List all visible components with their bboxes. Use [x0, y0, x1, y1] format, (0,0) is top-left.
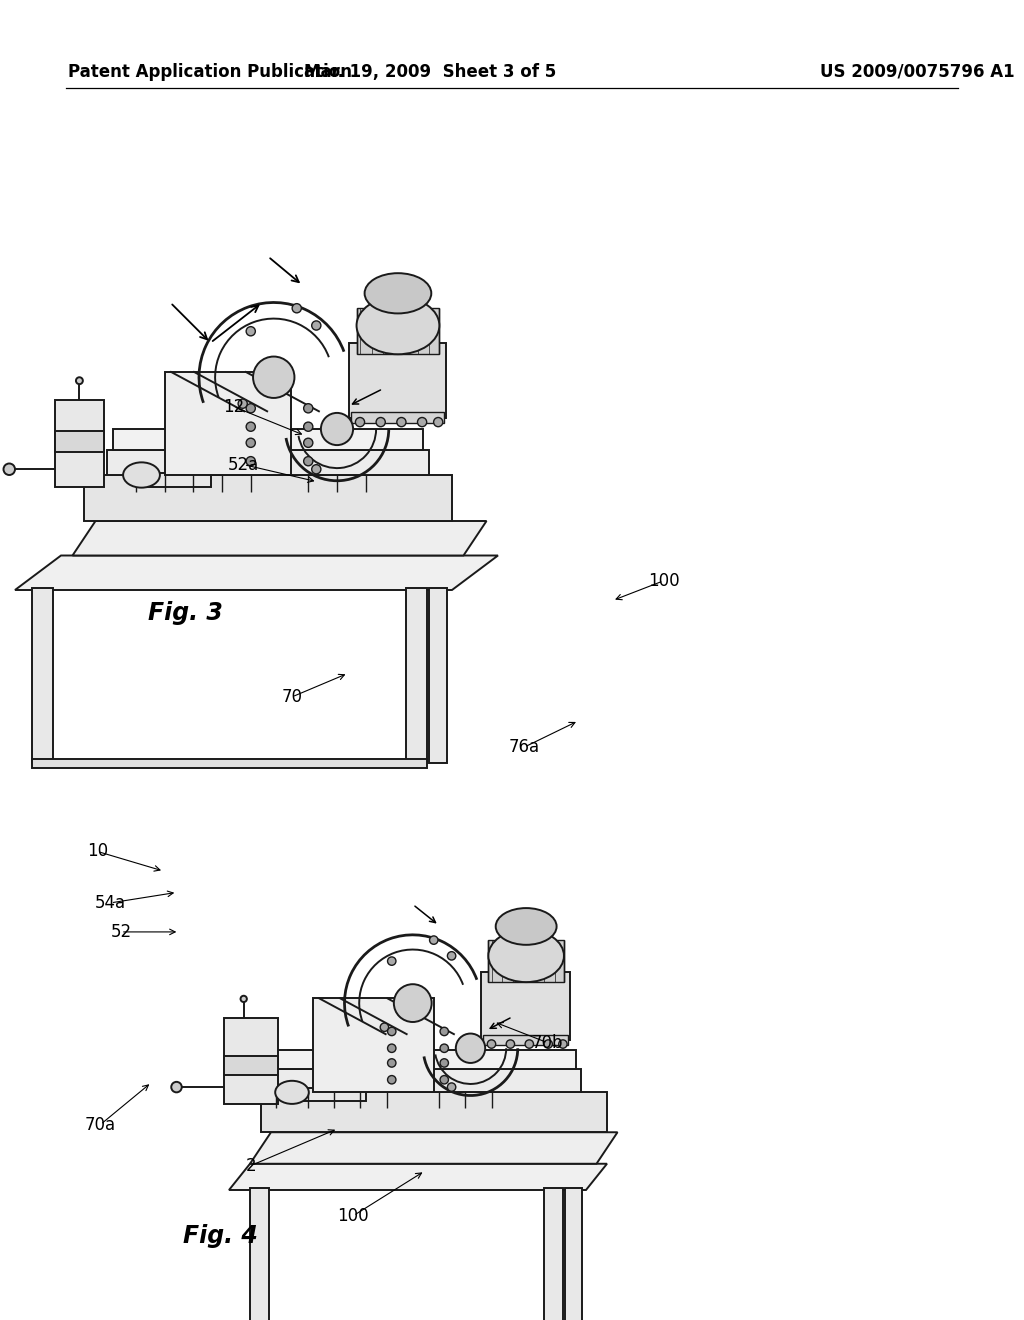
Bar	[84, 475, 452, 521]
Circle shape	[506, 1040, 515, 1048]
Bar	[429, 587, 447, 763]
Text: Mar. 19, 2009  Sheet 3 of 5: Mar. 19, 2009 Sheet 3 of 5	[304, 63, 556, 81]
Text: 100: 100	[338, 1206, 369, 1225]
Polygon shape	[229, 1164, 607, 1191]
Circle shape	[387, 1044, 396, 1052]
Ellipse shape	[488, 929, 564, 982]
Circle shape	[311, 465, 321, 474]
Circle shape	[387, 957, 396, 965]
Circle shape	[440, 1059, 449, 1067]
Circle shape	[440, 1027, 449, 1036]
Circle shape	[456, 1034, 485, 1063]
Bar	[224, 1056, 279, 1074]
Circle shape	[246, 404, 255, 413]
Polygon shape	[250, 1133, 617, 1164]
Bar	[250, 1188, 269, 1320]
Text: 12: 12	[223, 397, 244, 416]
Text: Fig. 3: Fig. 3	[148, 601, 223, 624]
Text: 54a: 54a	[95, 894, 126, 912]
Circle shape	[246, 326, 255, 335]
Circle shape	[304, 422, 313, 432]
Bar	[260, 1093, 607, 1133]
Circle shape	[559, 1040, 567, 1048]
Circle shape	[396, 417, 406, 426]
Bar	[224, 1018, 279, 1104]
Bar	[481, 972, 570, 1040]
Circle shape	[246, 422, 255, 432]
Bar	[565, 1188, 582, 1320]
Bar	[32, 759, 427, 768]
Polygon shape	[73, 521, 486, 556]
Circle shape	[447, 952, 456, 960]
Circle shape	[433, 417, 442, 426]
Circle shape	[387, 1027, 396, 1036]
Circle shape	[253, 356, 295, 397]
Ellipse shape	[275, 1081, 309, 1104]
Circle shape	[246, 457, 255, 466]
Bar	[32, 587, 53, 763]
Bar	[55, 400, 103, 487]
Circle shape	[447, 1082, 456, 1092]
Circle shape	[246, 438, 255, 447]
Bar	[292, 1088, 366, 1101]
Circle shape	[429, 936, 438, 944]
Circle shape	[387, 1059, 396, 1067]
Text: 70b: 70b	[532, 1034, 563, 1052]
Ellipse shape	[76, 378, 83, 384]
Ellipse shape	[241, 995, 247, 1002]
Bar	[271, 1051, 575, 1069]
Circle shape	[292, 304, 301, 313]
Bar	[141, 473, 211, 487]
Text: 10: 10	[87, 842, 108, 861]
Circle shape	[376, 417, 385, 426]
Circle shape	[304, 457, 313, 466]
Text: 100: 100	[648, 572, 679, 590]
Text: 76a: 76a	[509, 738, 540, 756]
Ellipse shape	[3, 463, 15, 475]
Circle shape	[355, 417, 365, 426]
Text: 52a: 52a	[228, 455, 259, 474]
Circle shape	[387, 1076, 396, 1084]
Polygon shape	[15, 556, 498, 590]
Bar	[266, 1069, 581, 1093]
Bar	[313, 998, 434, 1093]
Circle shape	[394, 985, 432, 1022]
Bar	[55, 432, 103, 451]
Circle shape	[418, 417, 427, 426]
Bar	[483, 1035, 568, 1045]
Circle shape	[487, 1040, 496, 1048]
Ellipse shape	[365, 273, 431, 313]
Text: 70: 70	[282, 688, 302, 706]
Circle shape	[544, 1040, 552, 1048]
Circle shape	[440, 1044, 449, 1052]
Ellipse shape	[356, 297, 439, 354]
Bar	[348, 343, 446, 417]
Text: Patent Application Publication: Patent Application Publication	[68, 63, 352, 81]
Ellipse shape	[171, 1082, 181, 1093]
Text: US 2009/0075796 A1: US 2009/0075796 A1	[820, 63, 1015, 81]
Text: Fig. 4: Fig. 4	[183, 1224, 258, 1247]
Bar	[106, 450, 429, 475]
Ellipse shape	[123, 462, 160, 487]
Circle shape	[440, 1076, 449, 1084]
Circle shape	[304, 404, 313, 413]
Circle shape	[525, 1040, 534, 1048]
Circle shape	[311, 321, 321, 330]
Ellipse shape	[496, 908, 557, 945]
Circle shape	[380, 1023, 388, 1031]
Text: 2: 2	[246, 1156, 256, 1175]
Circle shape	[321, 413, 353, 445]
Bar	[165, 371, 291, 475]
Bar	[351, 412, 444, 424]
Bar	[356, 309, 439, 354]
Circle shape	[304, 438, 313, 447]
Circle shape	[239, 399, 248, 408]
Text: 70a: 70a	[85, 1115, 116, 1134]
Text: 52: 52	[111, 923, 131, 941]
Bar	[406, 587, 427, 763]
Bar	[488, 940, 564, 982]
Bar	[113, 429, 423, 450]
Bar	[544, 1188, 563, 1320]
